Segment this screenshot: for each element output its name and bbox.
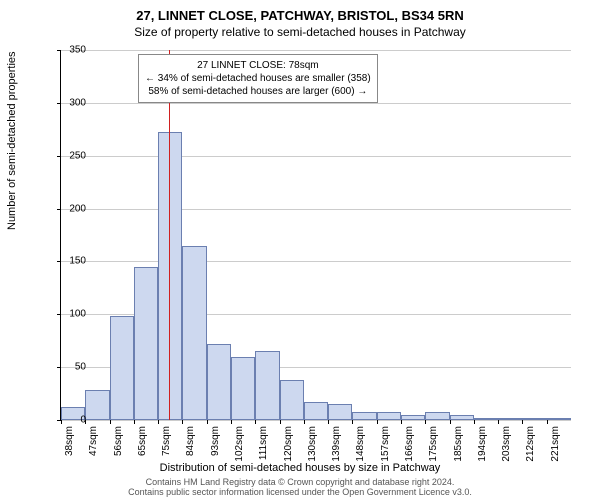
histogram-bar (110, 316, 134, 420)
xtick-label: 139sqm (331, 426, 342, 462)
chart-footer: Contains HM Land Registry data © Crown c… (0, 478, 600, 498)
xtick-label: 221sqm (550, 426, 561, 462)
gridline (61, 156, 571, 157)
gridline (61, 50, 571, 51)
xtick-label: 120sqm (283, 426, 294, 462)
gridline (61, 420, 571, 421)
marker-line (169, 50, 170, 420)
annotation-line: ← 34% of semi-detached houses are smalle… (145, 72, 371, 85)
ytick-label: 50 (46, 362, 86, 373)
histogram-bar (231, 357, 255, 420)
xtick-label: 130sqm (307, 426, 318, 462)
ytick-label: 200 (46, 203, 86, 214)
histogram-bar (498, 418, 522, 420)
xtick-mark (522, 420, 523, 424)
xtick-mark (328, 420, 329, 424)
xtick-mark (231, 420, 232, 424)
footer-line-2: Contains public sector information licen… (0, 488, 600, 498)
xtick-mark (474, 420, 475, 424)
ytick-label: 150 (46, 256, 86, 267)
annotation-box: 27 LINNET CLOSE: 78sqm← 34% of semi-deta… (138, 54, 378, 103)
histogram-chart: 27, LINNET CLOSE, PATCHWAY, BRISTOL, BS3… (0, 0, 600, 500)
histogram-bar (377, 412, 401, 420)
xtick-label: 93sqm (210, 426, 221, 456)
xtick-label: 148sqm (355, 426, 366, 462)
xtick-label: 38sqm (64, 426, 75, 456)
xtick-label: 185sqm (453, 426, 464, 462)
ytick-label: 300 (46, 97, 86, 108)
histogram-bar (304, 402, 328, 420)
xtick-label: 212sqm (525, 426, 536, 462)
histogram-bar (182, 246, 206, 420)
annotation-line: 58% of semi-detached houses are larger (… (145, 85, 371, 98)
ytick-label: 100 (46, 309, 86, 320)
histogram-bar (328, 404, 352, 420)
annotation-line: 27 LINNET CLOSE: 78sqm (145, 59, 371, 72)
histogram-bar (280, 380, 304, 420)
xtick-label: 111sqm (258, 426, 269, 460)
histogram-bar (134, 267, 158, 420)
xtick-label: 203sqm (501, 426, 512, 462)
x-axis-label: Distribution of semi-detached houses by … (0, 462, 600, 474)
xtick-mark (377, 420, 378, 424)
ytick-label: 350 (46, 45, 86, 56)
xtick-label: 157sqm (380, 426, 391, 462)
xtick-label: 175sqm (428, 426, 439, 462)
xtick-mark (255, 420, 256, 424)
histogram-bar (352, 412, 376, 420)
histogram-bar (401, 415, 425, 420)
xtick-mark (304, 420, 305, 424)
xtick-mark (207, 420, 208, 424)
xtick-mark (158, 420, 159, 424)
xtick-label: 102sqm (234, 426, 245, 462)
xtick-mark (134, 420, 135, 424)
xtick-mark (547, 420, 548, 424)
xtick-mark (182, 420, 183, 424)
chart-title-main: 27, LINNET CLOSE, PATCHWAY, BRISTOL, BS3… (0, 0, 600, 23)
histogram-bar (474, 418, 498, 420)
histogram-bar (522, 418, 546, 420)
y-axis-label: Number of semi-detached properties (6, 51, 18, 230)
xtick-label: 65sqm (137, 426, 148, 456)
xtick-label: 56sqm (113, 426, 124, 456)
chart-title-sub: Size of property relative to semi-detach… (0, 23, 600, 39)
xtick-mark (425, 420, 426, 424)
histogram-bar (207, 344, 231, 420)
histogram-bar (158, 132, 182, 420)
histogram-bar (85, 390, 109, 420)
xtick-label: 194sqm (477, 426, 488, 462)
histogram-bar (450, 415, 474, 420)
xtick-mark (498, 420, 499, 424)
histogram-bar (425, 412, 449, 420)
ytick-label: 0 (46, 415, 86, 426)
xtick-mark (110, 420, 111, 424)
xtick-label: 75sqm (161, 426, 172, 456)
xtick-label: 47sqm (88, 426, 99, 456)
histogram-bar (255, 351, 279, 420)
xtick-mark (280, 420, 281, 424)
plot-area (60, 50, 571, 421)
xtick-mark (352, 420, 353, 424)
histogram-bar (547, 418, 571, 420)
gridline (61, 209, 571, 210)
xtick-mark (450, 420, 451, 424)
ytick-label: 250 (46, 150, 86, 161)
xtick-label: 84sqm (185, 426, 196, 456)
xtick-mark (401, 420, 402, 424)
xtick-label: 166sqm (404, 426, 415, 462)
gridline (61, 261, 571, 262)
